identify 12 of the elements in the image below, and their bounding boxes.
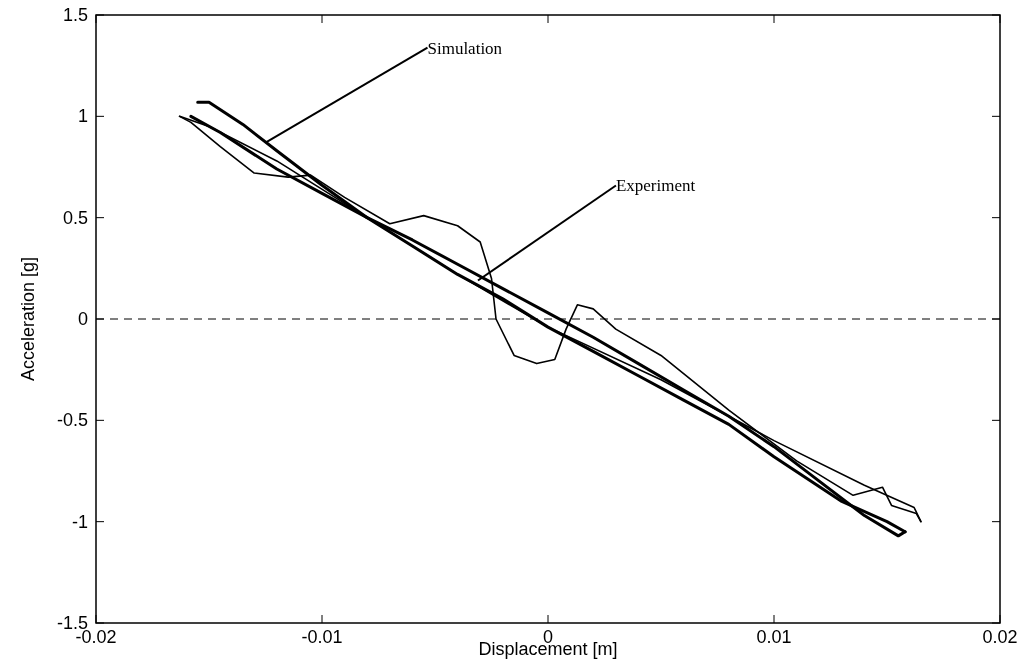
y-tick-label: 1 <box>77 106 88 127</box>
x-tick-label: 0.02 <box>982 627 1018 647</box>
y-tick-label: 1.5 <box>62 5 88 25</box>
y-tick-label: 0 <box>77 309 88 329</box>
annotation: Experiment <box>615 176 696 196</box>
x-tick-label: -0.01 <box>301 627 343 647</box>
annotation: Simulation <box>427 38 503 58</box>
y-tick-label: 0.5 <box>62 207 88 228</box>
y-tick-label: -0.5 <box>56 410 88 431</box>
y-axis-title: Acceleration [g] <box>18 256 38 382</box>
x-tick-label: 0.01 <box>756 627 792 647</box>
y-tick-label: -1 <box>71 511 88 532</box>
